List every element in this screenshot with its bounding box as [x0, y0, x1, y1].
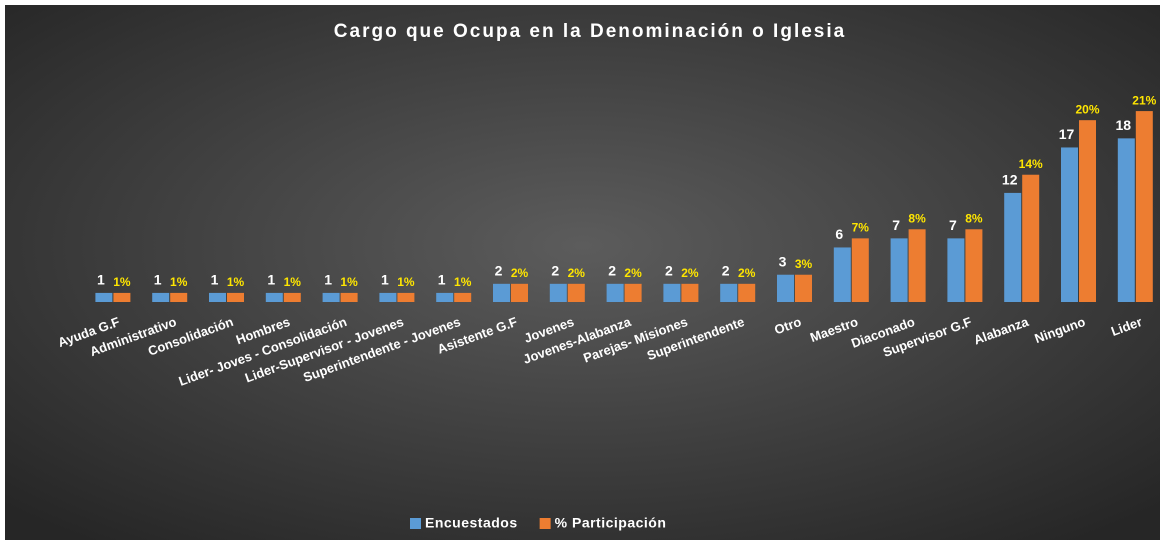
bar — [1061, 147, 1078, 302]
bar — [549, 283, 567, 302]
data-label: 8% — [908, 211, 926, 225]
bar — [851, 238, 869, 302]
legend-swatch — [539, 518, 551, 529]
data-label: 1 — [438, 272, 446, 288]
bar — [283, 292, 301, 302]
bar — [777, 274, 794, 302]
data-label: 2% — [624, 266, 642, 280]
data-label: 2 — [551, 263, 559, 279]
data-label: 2 — [495, 263, 503, 279]
bar — [379, 292, 397, 302]
bar — [152, 292, 170, 302]
data-label: 1% — [113, 275, 131, 289]
data-label: 21% — [1132, 93, 1156, 107]
bar — [663, 283, 681, 302]
bar — [1004, 192, 1022, 302]
data-label: 2% — [738, 266, 756, 280]
data-label: 2 — [665, 263, 673, 279]
data-label: 3% — [795, 257, 813, 271]
bar — [95, 292, 113, 302]
bar — [1135, 111, 1153, 302]
chart-title: Cargo que Ocupa en la Denominación o Igl… — [334, 21, 846, 42]
bar — [947, 238, 965, 302]
bar — [1079, 120, 1096, 302]
data-label: 17 — [1059, 126, 1075, 142]
bar — [340, 292, 358, 302]
legend-label: Encuestados — [425, 515, 518, 531]
data-label: 14% — [1019, 157, 1043, 171]
data-label: 1% — [227, 275, 245, 289]
legend-label: % Participación — [555, 515, 667, 531]
bar — [795, 274, 812, 302]
data-label: 1% — [454, 275, 472, 289]
data-label: 20% — [1075, 102, 1099, 116]
data-label: 8% — [965, 211, 983, 225]
data-label: 1 — [267, 272, 275, 288]
bar — [113, 292, 131, 302]
bar — [170, 292, 188, 302]
bar — [833, 247, 851, 302]
bar — [454, 292, 472, 302]
bar — [511, 283, 528, 302]
bar — [209, 292, 226, 302]
bar — [681, 283, 699, 302]
data-label: 7% — [852, 221, 870, 235]
data-label: 7 — [949, 217, 957, 233]
data-label: 1 — [324, 272, 332, 288]
data-label: 6 — [835, 226, 843, 242]
data-label: 2 — [608, 263, 616, 279]
bar — [965, 229, 983, 302]
data-label: 1% — [340, 275, 358, 289]
bar — [493, 283, 510, 302]
data-label: 2 — [722, 263, 730, 279]
data-label: 1 — [381, 272, 389, 288]
data-label: 1% — [397, 275, 415, 289]
data-label: 2% — [511, 266, 529, 280]
data-label: 12 — [1002, 172, 1018, 188]
data-label: 1% — [170, 275, 188, 289]
bar — [1117, 138, 1135, 302]
bar — [265, 292, 283, 302]
bar — [890, 238, 908, 302]
bar — [908, 229, 926, 302]
bar — [624, 283, 642, 302]
data-label: 2% — [681, 266, 699, 280]
bar — [322, 292, 340, 302]
data-label: 1 — [211, 272, 219, 288]
data-label: 1 — [154, 272, 162, 288]
data-label: 1 — [97, 272, 105, 288]
data-label: 1% — [284, 275, 302, 289]
legend-swatch — [410, 518, 421, 529]
data-label: 3 — [779, 253, 787, 269]
data-label: 18 — [1116, 117, 1132, 133]
bar — [397, 292, 415, 302]
bar — [1022, 174, 1040, 302]
bar — [436, 292, 454, 302]
bar — [606, 283, 624, 302]
data-label: 2% — [568, 266, 586, 280]
bar — [567, 283, 585, 302]
bar — [738, 283, 756, 302]
bar — [720, 283, 738, 302]
bar — [227, 292, 244, 302]
data-label: 7 — [892, 217, 900, 233]
